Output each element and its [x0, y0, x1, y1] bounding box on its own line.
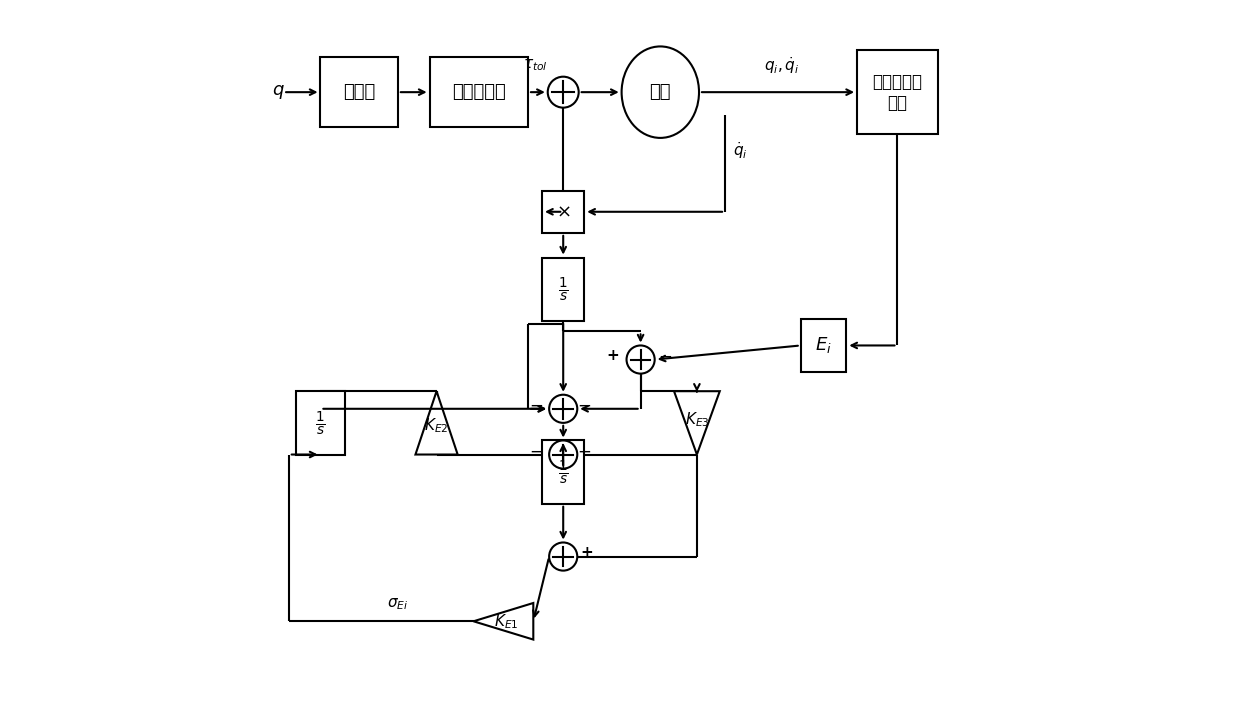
Polygon shape [473, 603, 533, 639]
Text: $K_{E1}$: $K_{E1}$ [494, 612, 519, 631]
Text: $\sigma_{Ei}$: $\sigma_{Ei}$ [388, 596, 409, 611]
Text: +: + [580, 545, 592, 560]
Text: $-$: $-$ [577, 441, 591, 459]
Bar [321, 57, 398, 128]
Text: $q$: $q$ [271, 83, 285, 101]
Circle shape [549, 395, 577, 423]
Text: $\frac{1}{s}$: $\frac{1}{s}$ [315, 409, 326, 437]
Text: $\frac{1}{s}$: $\frac{1}{s}$ [558, 275, 569, 303]
Text: 电机: 电机 [649, 83, 672, 101]
Circle shape [549, 542, 577, 570]
Text: $\times$: $\times$ [556, 203, 570, 221]
Text: 控制律: 控制律 [343, 83, 375, 101]
Text: $-$: $-$ [577, 396, 591, 414]
Bar [543, 190, 585, 233]
Text: $\tau_{tol}$: $\tau_{tol}$ [523, 58, 548, 73]
Bar [296, 391, 346, 455]
Bar [857, 50, 938, 135]
Text: 伺服驱动器: 伺服驱动器 [452, 83, 506, 101]
Ellipse shape [622, 47, 699, 138]
Circle shape [548, 77, 579, 108]
Text: $-$: $-$ [529, 396, 544, 414]
Text: $\dot{q}_i$: $\dot{q}_i$ [733, 140, 748, 161]
Circle shape [549, 441, 577, 469]
Bar [543, 441, 585, 504]
Text: $K_{E3}$: $K_{E3}$ [685, 410, 709, 429]
Bar [800, 319, 846, 372]
Text: $-$: $-$ [529, 441, 544, 459]
Polygon shape [415, 391, 457, 455]
Circle shape [627, 345, 654, 374]
Text: 机器人机械
系统: 机器人机械 系统 [872, 73, 922, 111]
Text: $K_{E2}$: $K_{E2}$ [424, 417, 449, 436]
Bar [543, 257, 585, 321]
Polygon shape [674, 391, 720, 455]
Text: +: + [606, 348, 618, 363]
Text: $E_i$: $E_i$ [815, 336, 831, 355]
Text: $-$: $-$ [658, 346, 673, 364]
Bar [430, 57, 528, 128]
Text: $\frac{1}{s}$: $\frac{1}{s}$ [558, 458, 569, 486]
Text: $q_i,\dot{q}_i$: $q_i,\dot{q}_i$ [763, 55, 799, 76]
